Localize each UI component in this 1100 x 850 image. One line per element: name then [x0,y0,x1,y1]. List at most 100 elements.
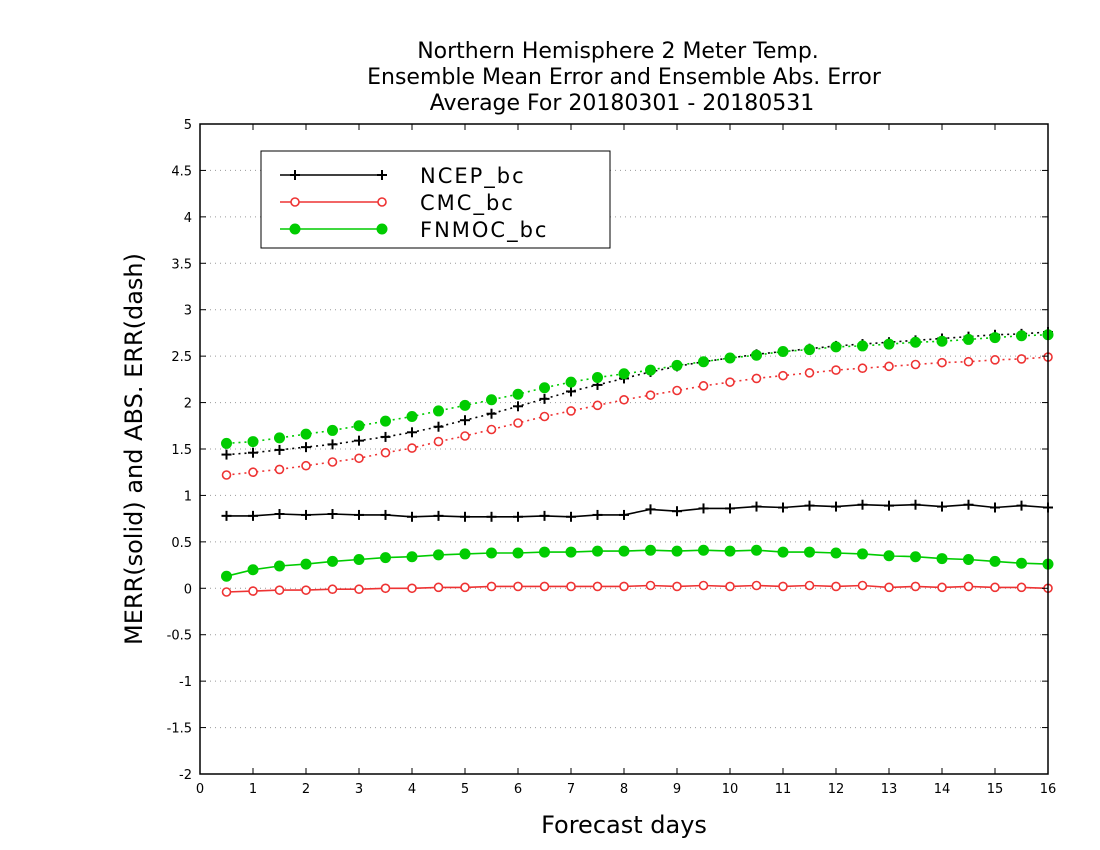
fnmoc-bc-merr-point [751,544,762,556]
ncep-bc-merr-point [274,509,285,519]
fnmoc-bc-abs-err-point [247,436,259,448]
cmc-bc-abs-err-point [433,436,444,447]
ncep-bc-merr-point [645,504,656,515]
fnmoc-bc-merr-point [433,549,444,561]
fnmoc-bc-merr-point [645,544,656,556]
fnmoc-bc-merr-point [459,548,471,560]
fnmoc-bc-abs-err-point [857,340,868,352]
ncep-bc-merr-point [539,510,550,521]
ncep-bc-merr-point [566,511,576,522]
cmc-bc-merr-point [486,581,497,592]
cmc-bc-abs-err-point [248,467,258,478]
y-tick-label: 4 [184,211,192,226]
fnmoc-bc-merr-point [857,548,868,560]
ncep-bc-abs-err-point [380,431,391,442]
fnmoc-bc-merr-point [539,546,550,558]
ncep-bc-abs-err-point [274,444,285,455]
x-tick-label: 16 [1040,782,1057,797]
fnmoc-bc-abs-err-point [989,332,1001,344]
cmc-bc-abs-err-point [857,363,868,374]
axes: -2-1.5-1-0.500.511.522.533.544.550 1 2 3 4 5 6… [167,118,1057,797]
ncep-bc-abs-err-point [433,421,444,432]
fnmoc-bc-merr-point [618,545,630,557]
cmc-bc-merr-point [566,581,576,592]
cmc-bc-merr-point [672,581,682,592]
ncep-bc-merr-point [354,509,364,520]
fnmoc-bc-abs-err-point [724,352,736,364]
ncep-bc-merr-point [751,501,762,512]
ncep-bc-abs-err-point [354,435,364,446]
cmc-bc-merr-point [460,582,470,593]
fnmoc-bc-merr-point [221,570,232,582]
cmc-bc-merr-point [592,581,603,592]
cmc-bc-abs-err-point [672,385,682,396]
ncep-bc-merr-point [778,502,788,513]
x-tick-label: 8 [620,782,628,797]
ncep-bc-abs-err-point [248,447,258,458]
ncep-bc-abs-err-point [539,393,550,404]
cmc-bc-merr-point [884,582,894,593]
cmc-bc-abs-err-point [1016,354,1027,364]
ncep-bc-merr-point [831,501,841,512]
fnmoc-bc-merr-point [406,551,418,563]
fnmoc-bc-abs-err-point [274,432,285,444]
legend-label-cmc-bc: CMC_bc [420,191,515,216]
cmc-bc-abs-err-point [937,357,947,368]
fnmoc-bc-merr-point [883,550,895,562]
cmc-bc-abs-err-point [592,400,603,411]
cmc-bc-abs-err-point [460,431,470,441]
ncep-bc-abs-err-line [226,331,1049,456]
cmc-bc-abs-err-point [221,470,232,480]
fnmoc-bc-abs-err-point [1016,330,1027,342]
fnmoc-bc-merr-point [698,544,709,556]
cmc-bc-merr-point [619,581,629,592]
y-tick-label: 0 [184,582,192,597]
fnmoc-bc-merr-point [300,558,312,570]
y-tick-label: 2 [184,397,192,412]
cmc-bc-abs-err-point [354,453,364,464]
cmc-bc-merr-point [778,581,788,592]
cmc-bc-abs-err-point [645,390,656,400]
cmc-bc-merr-point [301,585,311,595]
ncep-bc-abs-err-point [301,442,311,453]
chart-title-line-2: Ensemble Mean Error and Ensemble Abs. Er… [367,65,882,90]
fnmoc-bc-merr-point [512,547,524,559]
cmc-bc-abs-err-point [831,365,841,375]
fnmoc-bc-abs-err-point [406,411,418,422]
fnmoc-bc-merr-point [989,555,1001,567]
fnmoc-bc-abs-err-point [539,382,550,394]
ncep-bc-merr-point [937,501,947,512]
ncep-bc-merr-point [963,499,974,510]
cmc-bc-abs-err-line [226,356,1049,476]
x-tick-label: 3 [355,782,363,797]
fnmoc-bc-merr-point [565,546,577,558]
y-tick-label: 2.5 [171,350,192,365]
cmc-bc-merr-point [831,581,841,592]
x-tick-label: 10 [722,782,739,797]
fnmoc-bc-abs-err-point [618,368,630,380]
ncep-bc-merr-point [910,499,921,510]
cmc-bc-abs-err-point [963,356,974,367]
legend-box [260,150,611,249]
fnmoc-bc-merr-point [777,546,789,558]
cmc-bc-merr-point [910,581,921,592]
cmc-bc-merr-point [698,580,709,591]
cmc-bc-merr-point [857,580,868,591]
cmc-bc-merr-point [380,583,391,594]
cmc-bc-abs-err-point [566,406,576,416]
legend-marker-fnmoc-bc [376,223,388,235]
ncep-bc-merr-point [327,509,338,519]
cmc-bc-abs-err-point [486,424,497,435]
grid [200,169,1048,729]
ncep-bc-abs-err-point [407,427,417,438]
x-tick-label: 14 [934,782,951,797]
ncep-bc-abs-err-point [513,401,523,412]
y-tick-label: 5 [184,118,192,133]
ncep-bc-merr-point [248,510,258,521]
cmc-bc-abs-err-point [274,464,285,475]
y-tick-label: 3 [184,304,192,319]
fnmoc-bc-merr-point [327,555,338,567]
fnmoc-bc-abs-err-point [353,420,365,432]
x-tick-label: 7 [567,782,575,797]
ncep-bc-abs-err-point [460,415,470,426]
